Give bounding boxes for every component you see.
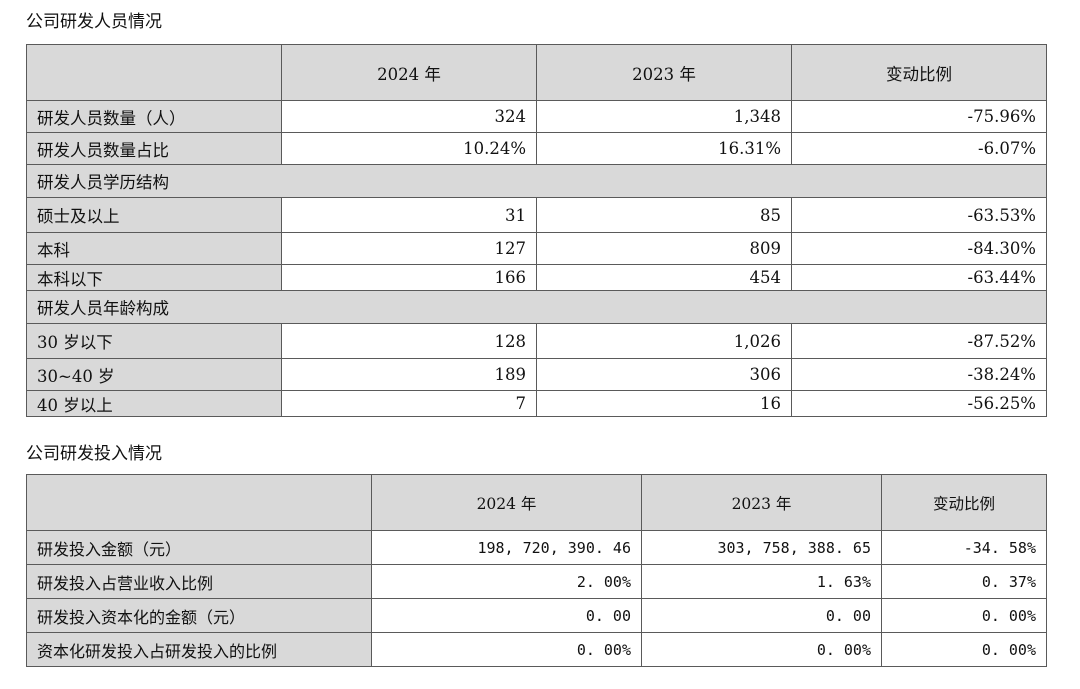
table-header-row: 2024 年 2023 年 变动比例 — [26, 474, 1047, 531]
table-group-row: 研发人员年龄构成 — [26, 290, 1047, 324]
cell-2024: 324 — [281, 100, 537, 133]
cell-change: -63.44% — [791, 264, 1047, 291]
table-row: 硕士及以上 31 85 -63.53% — [26, 197, 1047, 233]
cell-2023: 454 — [536, 264, 792, 291]
cell-change: -75.96% — [791, 100, 1047, 133]
cell-2024: 189 — [281, 358, 537, 391]
row-label: 研发投入占营业收入比例 — [26, 564, 372, 599]
cell-2023: 306 — [536, 358, 792, 391]
header-2023: 2023 年 — [536, 44, 792, 101]
group-label: 研发人员学历结构 — [26, 164, 1047, 198]
table-row: 40 岁以上 7 16 -56.25% — [26, 390, 1047, 417]
row-label: 资本化研发投入占研发投入的比例 — [26, 632, 372, 667]
personnel-section-title: 公司研发人员情况 — [26, 12, 162, 32]
cell-change: -56.25% — [791, 390, 1047, 417]
rd-investment-table: 2024 年 2023 年 变动比例 研发投入金额（元） 198, 720, 39… — [26, 474, 1047, 667]
cell-2024: 127 — [281, 232, 537, 265]
cell-2023: 1. 63% — [641, 564, 882, 599]
cell-2023: 809 — [536, 232, 792, 265]
header-change: 变动比例 — [881, 474, 1047, 531]
row-label: 本科 — [26, 232, 282, 265]
cell-change: -84.30% — [791, 232, 1047, 265]
cell-2024: 7 — [281, 390, 537, 417]
table-row: 研发投入资本化的金额（元） 0. 00 0. 00 0. 00% — [26, 598, 1047, 633]
cell-2024: 198, 720, 390. 46 — [371, 530, 642, 565]
table-row: 研发人员数量占比 10.24% 16.31% -6.07% — [26, 132, 1047, 165]
header-blank — [26, 474, 372, 531]
rd-personnel-table: 2024 年 2023 年 变动比例 研发人员数量（人） 324 1,348 -75.… — [26, 44, 1047, 417]
cell-2024: 0. 00% — [371, 632, 642, 667]
table-row: 本科以下 166 454 -63.44% — [26, 264, 1047, 291]
cell-2023: 303, 758, 388. 65 — [641, 530, 882, 565]
row-label: 研发投入资本化的金额（元） — [26, 598, 372, 633]
row-label: 30~40 岁 — [26, 358, 282, 391]
table-row: 研发投入金额（元） 198, 720, 390. 46 303, 758, 388.… — [26, 530, 1047, 565]
cell-change: -63.53% — [791, 197, 1047, 233]
cell-2024: 128 — [281, 323, 537, 359]
cell-change: -6.07% — [791, 132, 1047, 165]
cell-2023: 0. 00% — [641, 632, 882, 667]
cell-change: 0. 37% — [881, 564, 1047, 599]
table-row: 研发投入占营业收入比例 2. 00% 1. 63% 0. 37% — [26, 564, 1047, 599]
row-label: 本科以下 — [26, 264, 282, 291]
header-2024: 2024 年 — [281, 44, 537, 101]
table-group-row: 研发人员学历结构 — [26, 164, 1047, 198]
row-label: 40 岁以上 — [26, 390, 282, 417]
cell-2024: 0. 00 — [371, 598, 642, 633]
table-row: 30 岁以下 128 1,026 -87.52% — [26, 323, 1047, 359]
cell-2023: 85 — [536, 197, 792, 233]
cell-change: 0. 00% — [881, 598, 1047, 633]
cell-2023: 16 — [536, 390, 792, 417]
investment-section-title: 公司研发投入情况 — [26, 444, 162, 464]
group-label: 研发人员年龄构成 — [26, 290, 1047, 324]
cell-change: 0. 00% — [881, 632, 1047, 667]
row-label: 30 岁以下 — [26, 323, 282, 359]
table-row: 资本化研发投入占研发投入的比例 0. 00% 0. 00% 0. 00% — [26, 632, 1047, 667]
cell-2023: 16.31% — [536, 132, 792, 165]
row-label: 研发人员数量占比 — [26, 132, 282, 165]
table-row: 本科 127 809 -84.30% — [26, 232, 1047, 265]
cell-2024: 2. 00% — [371, 564, 642, 599]
cell-change: -38.24% — [791, 358, 1047, 391]
cell-2023: 1,026 — [536, 323, 792, 359]
cell-2024: 31 — [281, 197, 537, 233]
header-2023: 2023 年 — [641, 474, 882, 531]
row-label: 研发投入金额（元） — [26, 530, 372, 565]
cell-2024: 10.24% — [281, 132, 537, 165]
row-label: 研发人员数量（人） — [26, 100, 282, 133]
header-change: 变动比例 — [791, 44, 1047, 101]
header-blank — [26, 44, 282, 101]
cell-2024: 166 — [281, 264, 537, 291]
cell-2023: 1,348 — [536, 100, 792, 133]
row-label: 硕士及以上 — [26, 197, 282, 233]
table-header-row: 2024 年 2023 年 变动比例 — [26, 44, 1047, 101]
cell-2023: 0. 00 — [641, 598, 882, 633]
cell-change: -87.52% — [791, 323, 1047, 359]
header-2024: 2024 年 — [371, 474, 642, 531]
table-row: 研发人员数量（人） 324 1,348 -75.96% — [26, 100, 1047, 133]
table-row: 30~40 岁 189 306 -38.24% — [26, 358, 1047, 391]
cell-change: -34. 58% — [881, 530, 1047, 565]
